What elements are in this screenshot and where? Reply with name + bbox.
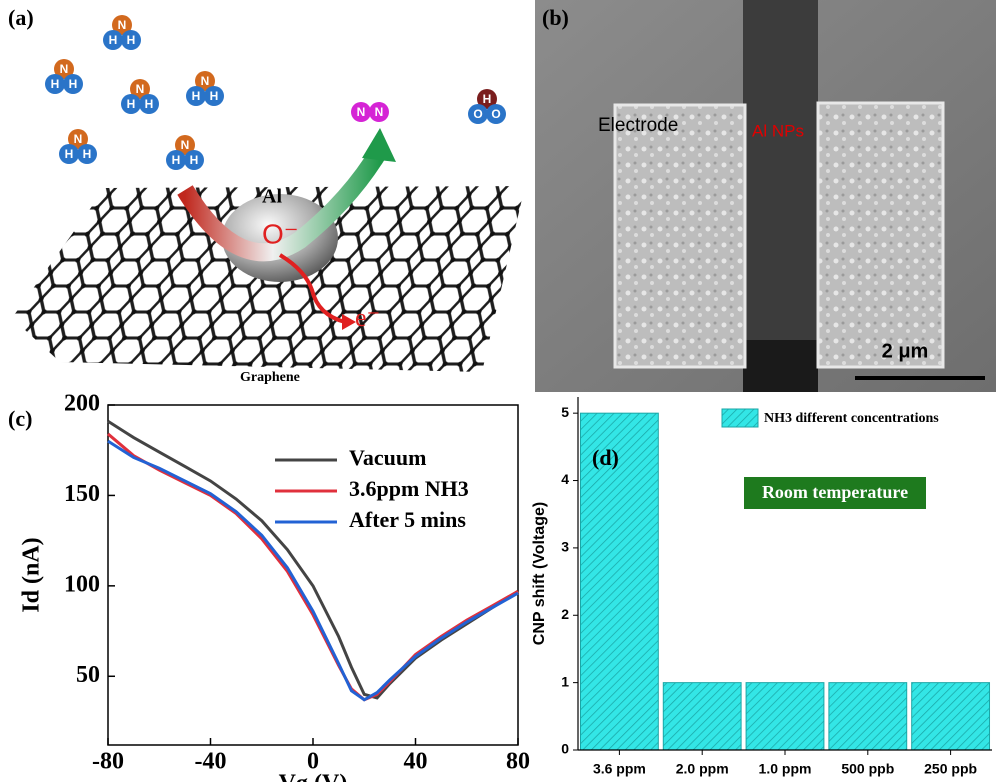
atom-label: N (181, 138, 190, 152)
atom-label: H (69, 77, 78, 91)
bar (663, 683, 741, 750)
x-tick-label: -80 (92, 749, 124, 775)
y-tick-label: 0 (561, 741, 569, 757)
atom-label: H (192, 89, 201, 103)
gap (743, 0, 818, 392)
x-tick-label: 40 (404, 749, 428, 775)
y-tick-label: 3 (561, 539, 569, 555)
electrode-label: Electrode (598, 115, 678, 136)
atom-label: N (201, 74, 210, 88)
particles-label: Al NPs (752, 121, 804, 140)
panel-label: (b) (542, 5, 569, 30)
panel-label: (a) (8, 5, 34, 30)
arrow-head (362, 128, 396, 162)
atom-label: O (491, 107, 500, 121)
x-tick-label: 500 ppb (841, 761, 894, 777)
x-tick-label: 3.6 ppm (593, 761, 646, 777)
bar (746, 683, 824, 750)
electrode (818, 103, 943, 367)
electron-label: e⁻ (355, 303, 380, 332)
x-tick-label: 250 ppb (924, 761, 977, 777)
y-tick-label: 100 (64, 571, 100, 597)
legend-label: 3.6ppm NH3 (349, 476, 469, 501)
y-tick-label: 50 (76, 662, 100, 688)
atom-label: H (172, 153, 181, 167)
electrode (615, 105, 745, 367)
figure: (a) Al O⁻ e⁻ Graphene NHHNHHNHHNHHNHHNHH… (0, 0, 996, 782)
panel-b: (b) Electrode Al NPs 2 μm (535, 0, 996, 392)
atom-label: O (473, 107, 482, 121)
atom-label: H (483, 92, 492, 106)
x-tick-label: 80 (506, 749, 530, 775)
x-tick-label: -40 (195, 749, 227, 775)
atom-label: H (65, 147, 74, 161)
legend-label: After 5 mins (349, 507, 466, 532)
oxygen-label: O⁻ (262, 218, 299, 249)
legend-swatch (722, 409, 758, 427)
series-line (108, 421, 518, 698)
atom-label: H (51, 77, 60, 91)
atom-label: H (109, 33, 118, 47)
atom-label: N (118, 18, 127, 32)
atom-label: H (83, 147, 92, 161)
y-tick-label: 1 (561, 673, 569, 689)
panel-label: (d) (592, 445, 619, 470)
panel-label: (c) (8, 406, 32, 431)
scale-label: 2 μm (882, 340, 929, 362)
atom-label: N (357, 105, 366, 119)
atom-label: N (375, 105, 384, 119)
plot-frame (108, 405, 518, 745)
y-tick-label: 5 (561, 404, 569, 420)
atom-label: N (60, 62, 69, 76)
atom-label: N (136, 82, 145, 96)
bar (912, 683, 990, 750)
al-label: Al (262, 186, 282, 208)
legend-label: Vacuum (349, 445, 426, 470)
atom-label: N (74, 132, 83, 146)
bar (829, 683, 907, 750)
y-tick-label: 2 (561, 606, 569, 622)
y-tick-label: 4 (561, 471, 569, 487)
atom-label: H (145, 97, 154, 111)
y-axis-label: Id (nA) (19, 537, 45, 612)
x-tick-label: 1.0 ppm (759, 761, 812, 777)
gap-bottom (743, 340, 818, 392)
atom-label: H (127, 33, 136, 47)
x-tick-label: 2.0 ppm (676, 761, 729, 777)
atom-label: H (190, 153, 199, 167)
atom-label: H (127, 97, 136, 111)
graphene-label: Graphene (240, 370, 300, 385)
y-tick-label: 200 (64, 391, 100, 417)
legend-label: NH3 different concentrations (764, 411, 939, 426)
y-axis-label: CNP shift (Voltage) (531, 502, 548, 645)
atom-label: H (210, 89, 219, 103)
x-axis-label: Vg (V) (279, 771, 348, 782)
annotation: Room temperature (762, 482, 908, 502)
y-tick-label: 150 (64, 481, 100, 507)
